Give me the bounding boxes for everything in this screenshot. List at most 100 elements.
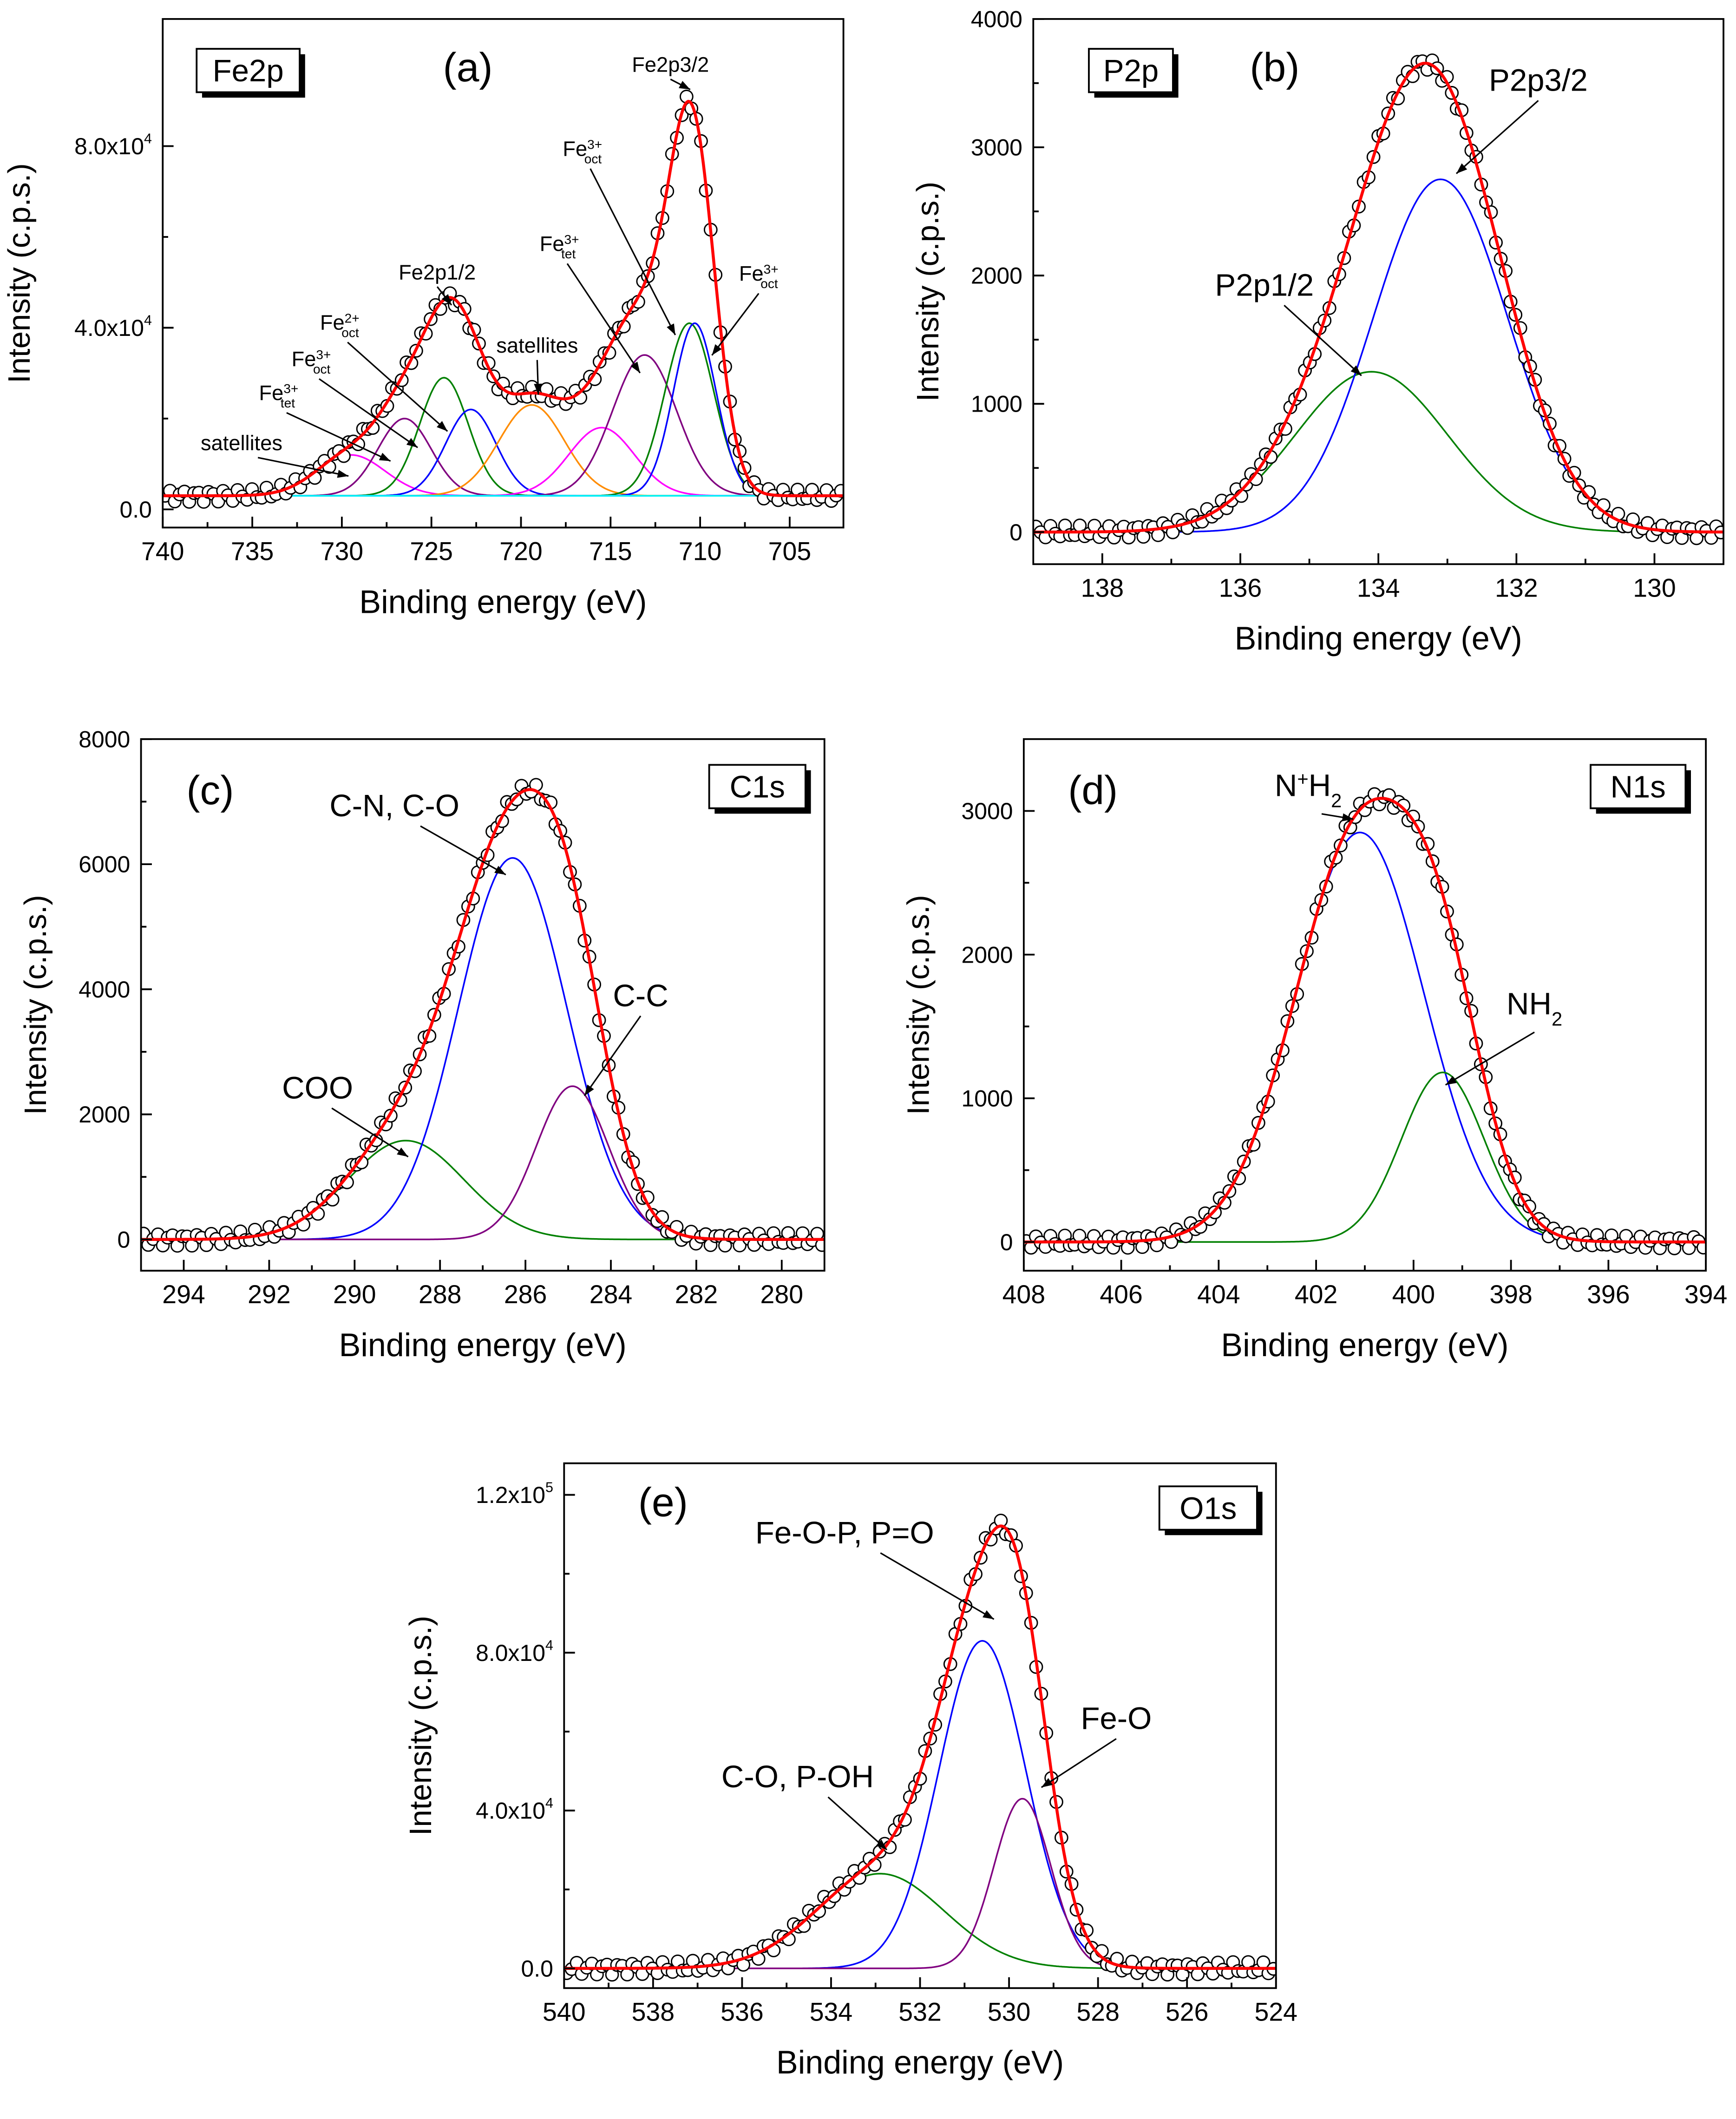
component-curve-p2p3-2 bbox=[1033, 178, 1723, 533]
y-tick-label: 0.0 bbox=[120, 497, 152, 523]
peak-annotation: Fe2p1/2 bbox=[399, 260, 476, 284]
peak-annotation: Fe3+ oct bbox=[563, 137, 602, 166]
peak-annotation: Fe-O-P, P=O bbox=[755, 1515, 934, 1550]
x-tick-label: 402 bbox=[1295, 1280, 1338, 1309]
x-tick-label: 290 bbox=[333, 1280, 376, 1309]
peak-annotation-leader-line bbox=[331, 1107, 409, 1158]
peak-annotation-arrowhead bbox=[584, 1084, 594, 1096]
peak-annotation: Fe3+ oct bbox=[739, 262, 779, 291]
y-tick-label: 4000 bbox=[971, 6, 1022, 32]
x-tick-label: 530 bbox=[988, 1997, 1031, 2026]
y-tick-label: 8.0x104 bbox=[476, 1637, 553, 1666]
peak-annotation-arrowhead bbox=[437, 421, 448, 432]
peak-annotation-arrowhead bbox=[679, 81, 690, 90]
component-curve-coo bbox=[141, 1140, 825, 1240]
axes-frame bbox=[1032, 18, 1724, 565]
x-tick-label: 280 bbox=[760, 1280, 804, 1309]
peak-annotation: Fe2p3/2 bbox=[632, 53, 709, 77]
axes-frame bbox=[1022, 738, 1707, 1272]
peak-annotation: COO bbox=[282, 1070, 353, 1105]
axes-frame bbox=[162, 18, 845, 529]
y-axis-title: Intensity (c.p.s.) bbox=[911, 182, 945, 402]
peak-annotation-arrowhead bbox=[667, 323, 675, 335]
panel-letter: (a) bbox=[443, 45, 493, 90]
x-tick-label: 526 bbox=[1166, 1997, 1209, 2026]
x-tick-label: 398 bbox=[1489, 1280, 1533, 1309]
x-tick-label: 725 bbox=[410, 537, 453, 566]
y-tick-label: 0 bbox=[1000, 1229, 1013, 1255]
peak-annotation-arrowhead bbox=[1445, 1076, 1457, 1085]
y-tick-label: 8.0x104 bbox=[74, 131, 152, 159]
y-tick-label: 2000 bbox=[79, 1102, 130, 1128]
x-tick-label: 284 bbox=[590, 1280, 633, 1309]
peak-annotation: Fe2+ oct bbox=[320, 310, 360, 340]
peak-annotation-leader-line bbox=[1041, 1738, 1117, 1788]
y-axis-title: Intensity (c.p.s.) bbox=[18, 895, 53, 1115]
peak-annotation-arrowhead bbox=[397, 1147, 408, 1157]
x-tick-label: 710 bbox=[679, 537, 722, 566]
peak-annotation: Fe3+ tet bbox=[540, 232, 579, 261]
peak-annotation-leader-line bbox=[347, 341, 448, 432]
peak-annotation-arrowhead bbox=[1350, 365, 1362, 376]
peak-annotation: NH2 bbox=[1507, 986, 1562, 1030]
x-tick-label: 138 bbox=[1081, 573, 1124, 602]
x-tick-label: 408 bbox=[1002, 1280, 1046, 1309]
x-tick-label: 282 bbox=[675, 1280, 718, 1309]
spectrum-badge: O1s bbox=[1179, 1491, 1237, 1526]
fit-envelope-curve bbox=[1033, 61, 1724, 534]
panel-letter: (e) bbox=[638, 1479, 688, 1525]
peak-annotation: C-N, C-O bbox=[329, 788, 459, 823]
x-axis-title: Binding energy (eV) bbox=[1235, 620, 1522, 656]
y-tick-label: 2000 bbox=[971, 263, 1022, 289]
component-curve-c-o-p-oh bbox=[564, 1873, 1276, 1969]
x-tick-label: 705 bbox=[768, 537, 812, 566]
x-tick-label: 536 bbox=[721, 1997, 764, 2026]
y-tick-label: 0 bbox=[1009, 519, 1022, 545]
peak-annotation: N+H2 bbox=[1275, 768, 1342, 811]
x-tick-label: 524 bbox=[1255, 1997, 1298, 2026]
peak-annotation-arrowhead bbox=[534, 383, 542, 395]
y-axis-title: Intensity (c.p.s.) bbox=[901, 895, 936, 1115]
y-tick-label: 0 bbox=[117, 1227, 130, 1253]
panel-n1s: 408 406 404 402 400 398 396 394 0 1000 2000 3000 Bin… bbox=[901, 738, 1727, 1363]
peak-annotation-arrowhead bbox=[494, 866, 506, 875]
y-tick-label: 1000 bbox=[961, 1086, 1013, 1112]
peak-annotation: satellites bbox=[201, 431, 282, 455]
peak-annotation-arrowhead bbox=[983, 1610, 994, 1620]
y-tick-label: 3000 bbox=[961, 798, 1013, 824]
spectrum-badge: C1s bbox=[730, 769, 785, 804]
peak-annotation-arrowhead bbox=[406, 438, 418, 448]
badge-box bbox=[1088, 48, 1174, 93]
y-tick-label: 2000 bbox=[961, 942, 1013, 968]
component-curve-c-c bbox=[141, 1085, 825, 1240]
x-tick-label: 136 bbox=[1219, 573, 1262, 602]
y-tick-label: 1.2x105 bbox=[476, 1480, 553, 1508]
peak-annotation-leader-line bbox=[583, 1015, 642, 1096]
peak-annotation-arrowhead bbox=[1041, 1778, 1053, 1788]
x-axis-title: Binding energy (eV) bbox=[339, 1327, 627, 1363]
peak-annotation-leader-line bbox=[827, 1796, 888, 1850]
x-tick-label: 134 bbox=[1357, 573, 1400, 602]
peak-annotation-leader-line bbox=[1284, 304, 1362, 376]
peak-annotation: Fe-O bbox=[1081, 1701, 1152, 1736]
x-tick-label: 540 bbox=[543, 1997, 586, 2026]
fit-envelope-curve bbox=[1023, 797, 1706, 1244]
badge-box bbox=[196, 48, 301, 93]
peak-annotation-leader-line bbox=[1455, 100, 1539, 174]
peak-annotation-arrowhead bbox=[1342, 813, 1354, 821]
peak-annotation: Fe3+ oct bbox=[292, 347, 331, 376]
badge-box bbox=[1590, 764, 1687, 809]
panel-p2p: 138 136 134 132 130 0 1000 2000 3000 4000 Binding … bbox=[911, 6, 1724, 656]
y-axis-title: Intensity (c.p.s.) bbox=[403, 1616, 438, 1836]
x-tick-label: 532 bbox=[898, 1997, 942, 2026]
x-tick-label: 730 bbox=[321, 537, 364, 566]
y-tick-label: 1000 bbox=[971, 391, 1022, 417]
y-tick-label: 0.0 bbox=[521, 1955, 553, 1981]
peak-annotation-leader-line bbox=[257, 457, 349, 477]
x-tick-label: 404 bbox=[1197, 1280, 1240, 1309]
badge-box bbox=[1158, 1485, 1258, 1531]
spectrum-badge: N1s bbox=[1610, 769, 1665, 804]
plot-area bbox=[1023, 787, 1706, 1255]
badge-box bbox=[708, 764, 806, 809]
